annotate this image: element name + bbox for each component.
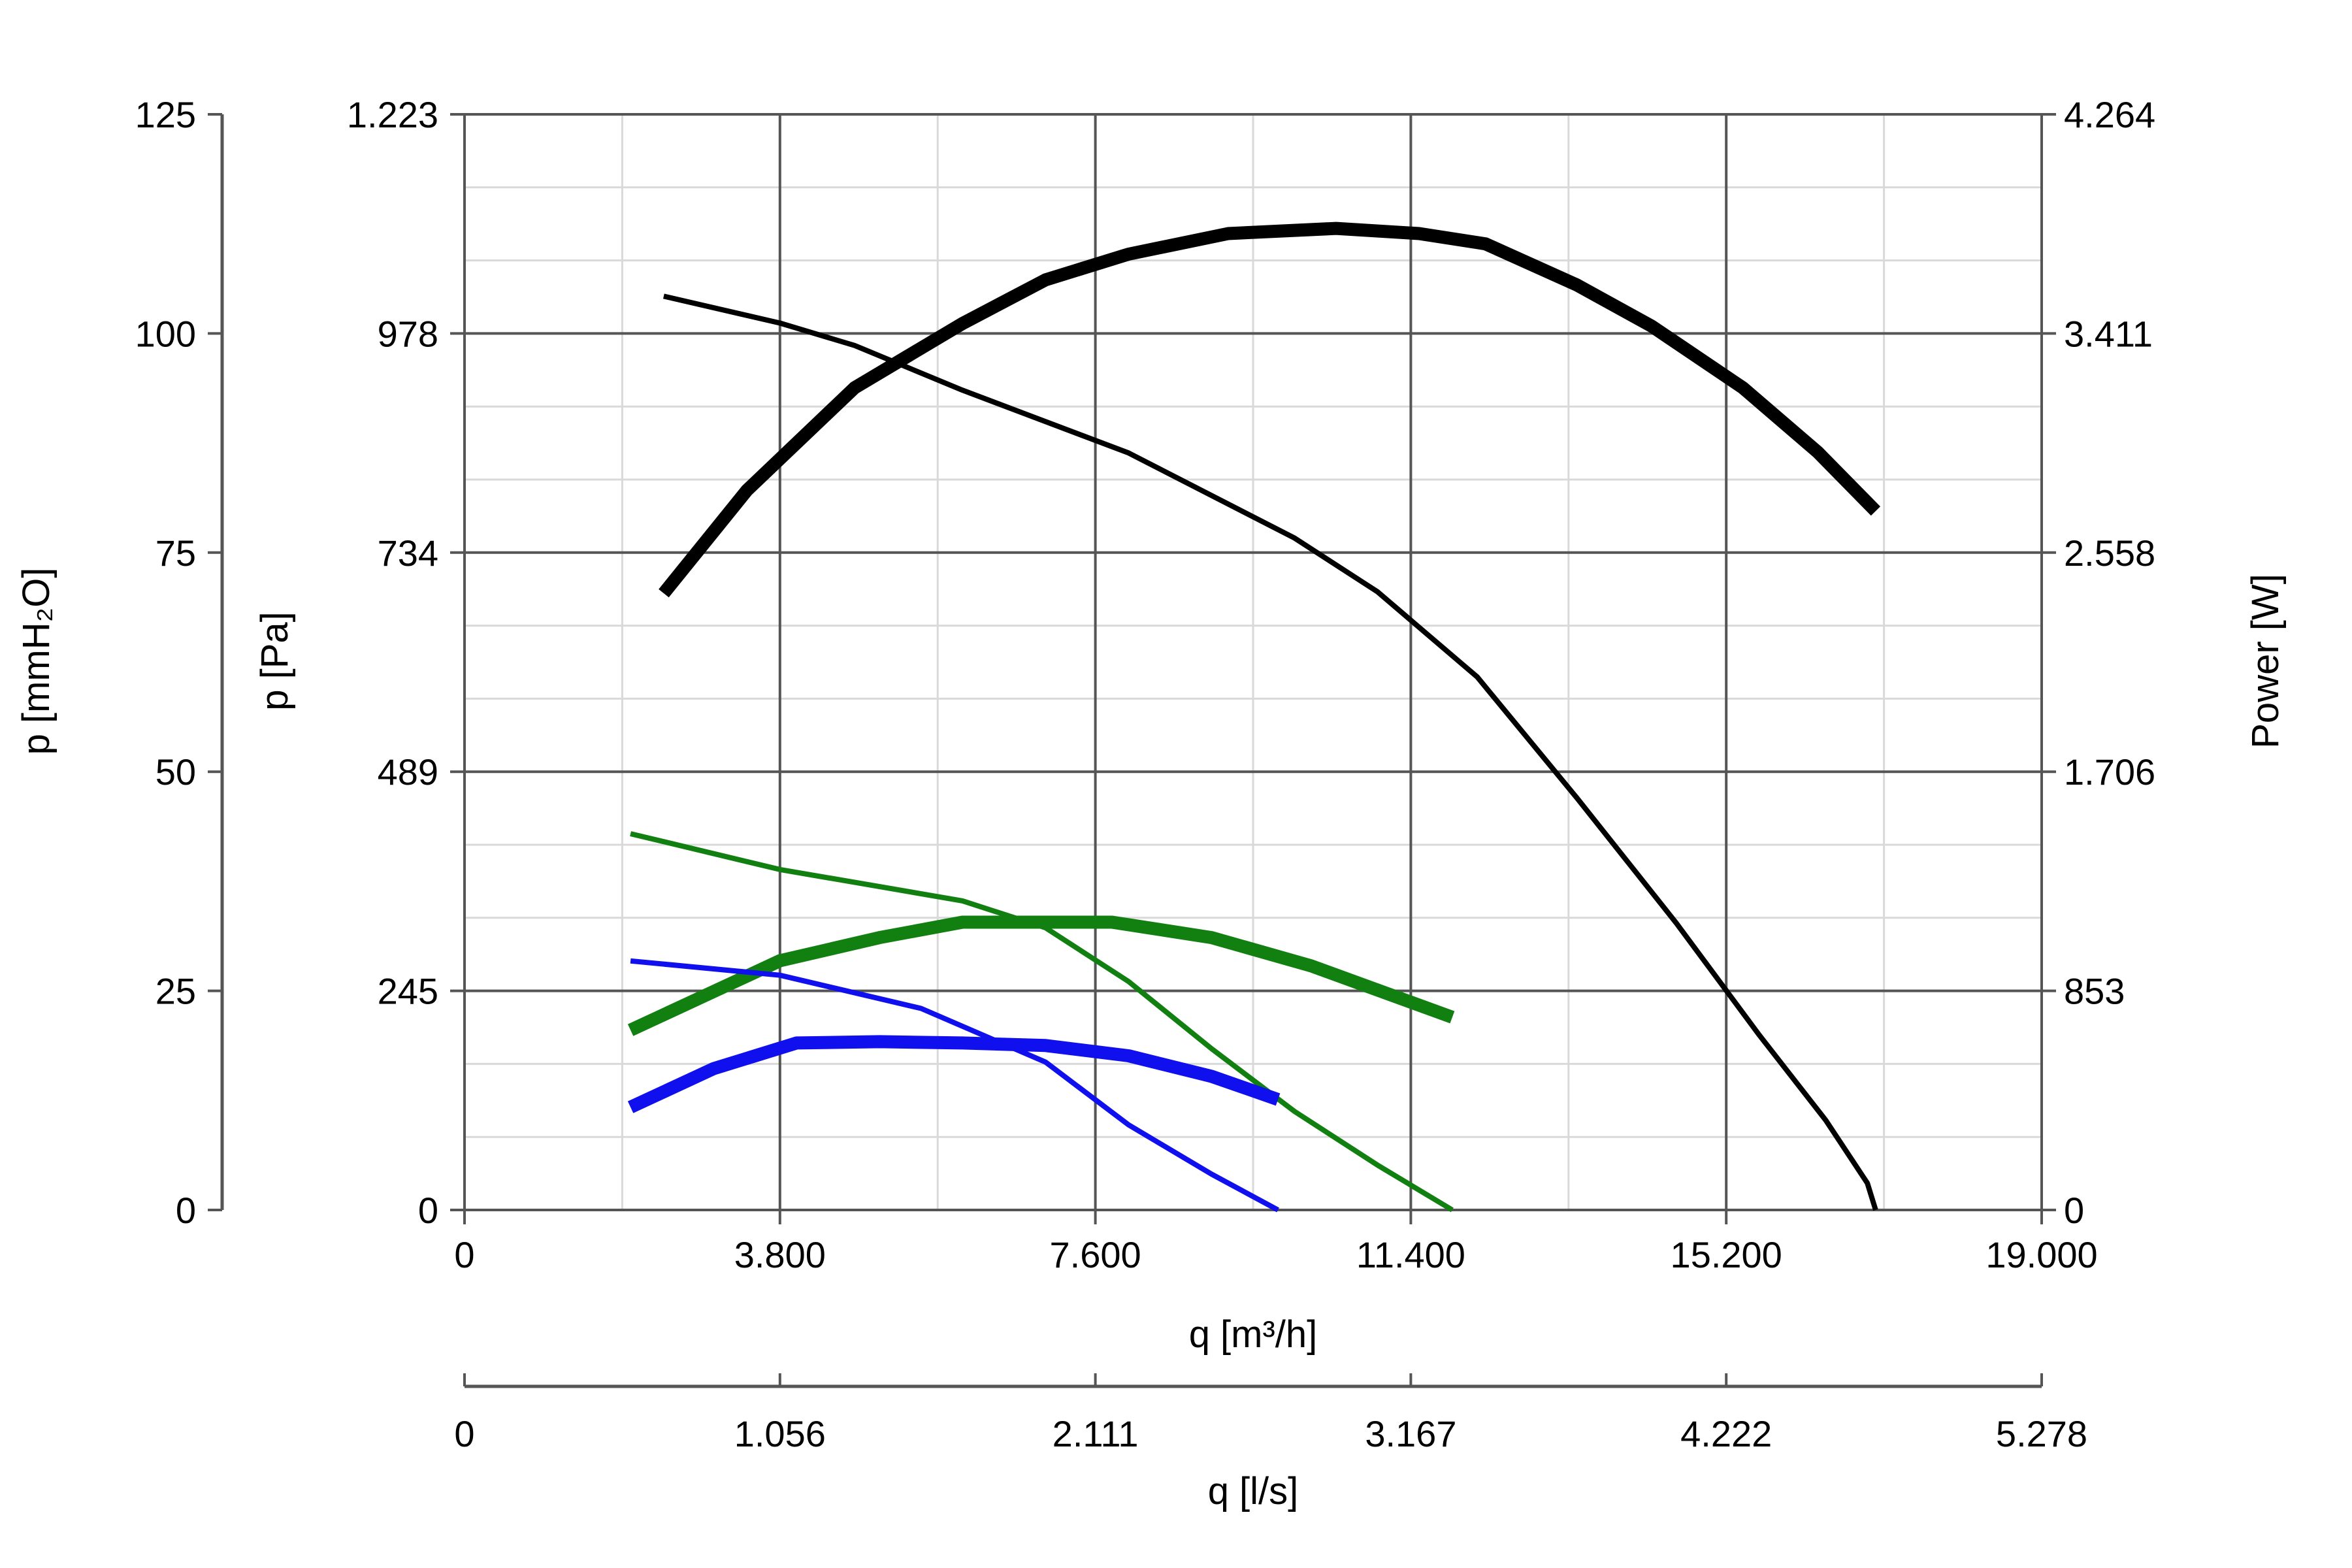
x-axis-title: q [m³/h]	[1189, 1313, 1318, 1356]
y-axis-pressure-title: p [Pa]	[253, 612, 296, 711]
flow-ls-tick-label: 2.111	[1053, 1413, 1139, 1454]
power-tick-label: 4.264	[2064, 94, 2155, 135]
power-tick-label: 1.706	[2064, 751, 2155, 792]
series-line-pressure	[630, 831, 1454, 1213]
series-line-pressure	[662, 293, 1878, 1211]
power-tick-label: 3.411	[2064, 313, 2153, 354]
pressure-tick-label: 245	[378, 971, 438, 1012]
power-tick-label: 2.558	[2064, 532, 2155, 574]
pressure-tick-label: 734	[378, 532, 438, 574]
series-line-power	[627, 915, 1455, 1036]
power-tick-label: 0	[2064, 1190, 2084, 1231]
y-axis-mmh2o-title: p [mmH₂O]	[15, 568, 57, 755]
flow-ls-tick-label: 4.222	[1680, 1413, 1772, 1454]
flow-ls-tick-label: 0	[454, 1413, 474, 1454]
flow-tick-label: 11.400	[1356, 1234, 1465, 1275]
flow-tick-label: 7.600	[1050, 1234, 1141, 1275]
x-axis-secondary-title: q [l/s]	[1208, 1470, 1299, 1512]
mmh2o-tick-label: 125	[135, 94, 196, 135]
series-line-power	[659, 221, 1881, 598]
y-axis-power-title: Power [W]	[2244, 574, 2287, 749]
axes	[208, 113, 2056, 1388]
flow-ls-tick-label: 5.278	[1996, 1413, 2087, 1454]
flow-tick-label: 0	[454, 1234, 474, 1275]
flow-ls-tick-label: 1.056	[734, 1413, 826, 1454]
grid-minor	[465, 114, 2042, 1210]
series-line-pressure	[630, 958, 1279, 1213]
pressure-tick-label: 978	[378, 313, 438, 354]
pressure-tick-label: 1.223	[347, 94, 438, 135]
flow-tick-label: 19.000	[1985, 1234, 2097, 1275]
mmh2o-tick-label: 0	[176, 1190, 196, 1231]
pressure-tick-label: 0	[418, 1190, 438, 1231]
series-layer	[627, 221, 1881, 1213]
power-tick-label: 853	[2064, 971, 2125, 1012]
mmh2o-tick-label: 75	[155, 532, 196, 574]
mmh2o-tick-label: 50	[155, 751, 196, 792]
flow-tick-label: 3.800	[734, 1234, 826, 1275]
grid-major	[465, 114, 2042, 1210]
pressure-tick-label: 489	[378, 751, 438, 792]
series-line-power	[627, 1035, 1281, 1113]
flow-tick-label: 15.200	[1671, 1234, 1782, 1275]
flow-ls-tick-label: 3.167	[1365, 1413, 1456, 1454]
mmh2o-tick-label: 100	[135, 313, 196, 354]
mmh2o-tick-label: 25	[155, 971, 196, 1012]
